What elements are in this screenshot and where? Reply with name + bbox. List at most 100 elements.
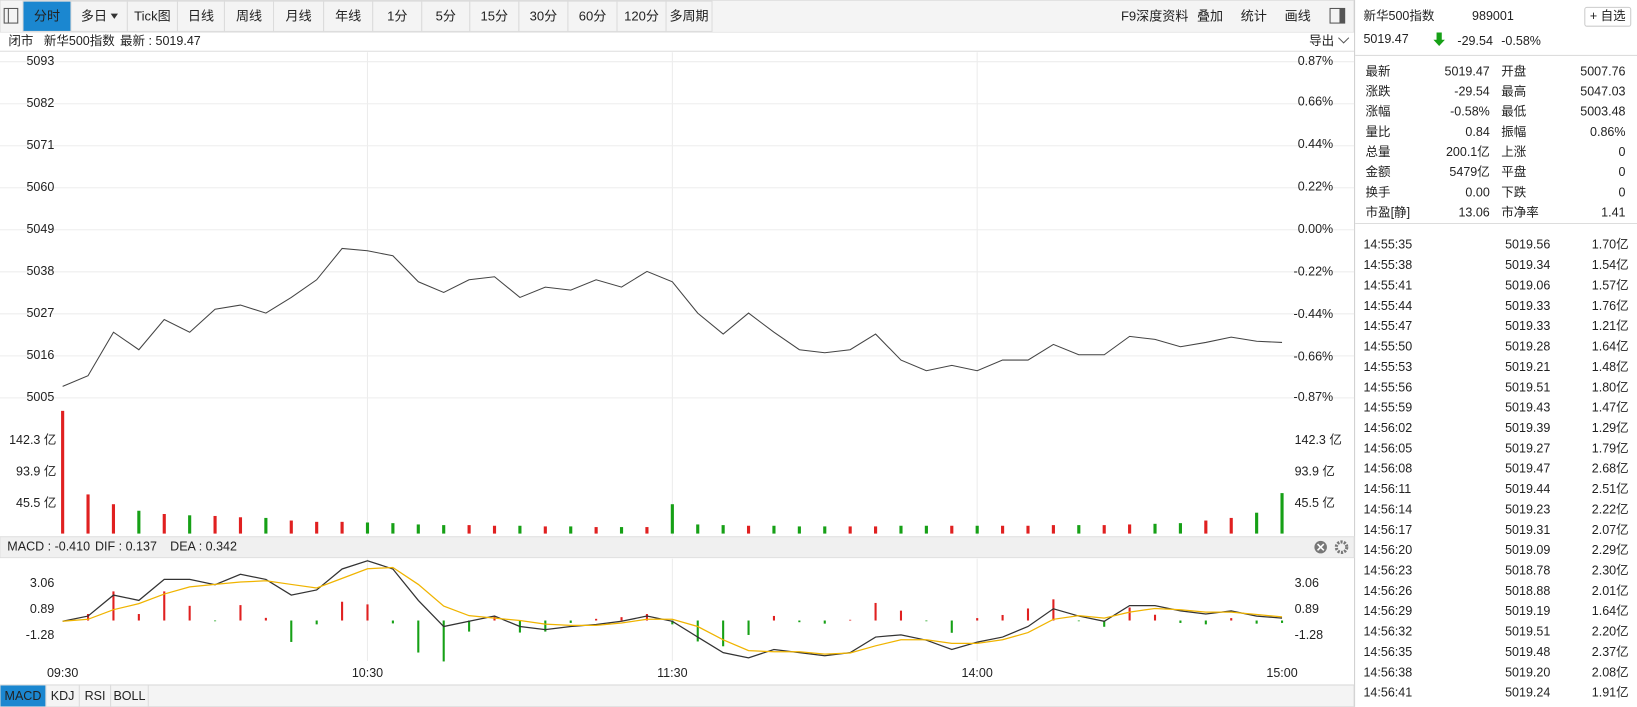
status-name: 新华500指数 bbox=[44, 33, 115, 48]
toolbar-tab-label: 30分 bbox=[530, 8, 558, 23]
toolbar-tab[interactable] bbox=[273, 0, 325, 32]
toolbar-tab-label: 多日 bbox=[81, 8, 107, 23]
toolbar-tab[interactable] bbox=[518, 0, 569, 32]
toolbar-tab[interactable] bbox=[126, 0, 179, 32]
macd-bar bbox=[772, 615, 775, 621]
volume-bar bbox=[315, 521, 319, 534]
tick-time: 14:55:35 bbox=[1363, 238, 1412, 252]
tick-time: 14:55:53 bbox=[1363, 360, 1412, 374]
volume-bar bbox=[162, 514, 166, 534]
volume-bar bbox=[1128, 524, 1132, 534]
y2-tick-label: 0.44% bbox=[1298, 137, 1334, 151]
tick-time: 14:56:38 bbox=[1363, 665, 1412, 679]
volume-bar bbox=[746, 525, 751, 534]
toolbar-tab[interactable] bbox=[22, 0, 72, 32]
quote-change-pct: -0.58% bbox=[1501, 34, 1541, 48]
y-tick-label: 142.3 亿 bbox=[9, 433, 56, 447]
quote-code: 989001 bbox=[1472, 9, 1514, 23]
y2-tick-label: -0.44% bbox=[1294, 307, 1334, 321]
volume-bar bbox=[238, 517, 243, 534]
toolbar-tool[interactable]: F9深度资料 bbox=[1121, 8, 1188, 23]
macd-bar bbox=[722, 620, 725, 647]
toolbar-tool[interactable]: 画线 bbox=[1285, 8, 1311, 23]
volume-bar bbox=[1051, 525, 1055, 534]
macd-bar bbox=[1103, 620, 1106, 627]
macd-bar bbox=[137, 614, 140, 621]
macd-bar bbox=[188, 605, 191, 621]
volume-bar bbox=[772, 525, 776, 534]
macd-bar bbox=[214, 620, 217, 622]
tick-amount: 1.91亿 bbox=[1592, 686, 1629, 700]
export-button[interactable]: 导出 bbox=[1309, 34, 1334, 48]
volume-bar bbox=[950, 525, 954, 534]
tick-price: 5019.28 bbox=[1505, 340, 1550, 354]
tick-time: 14:56:14 bbox=[1363, 502, 1412, 516]
quote-name: 新华500指数 bbox=[1363, 8, 1434, 23]
toolbar-tool[interactable]: 统计 bbox=[1241, 8, 1267, 23]
toolbar-tool[interactable]: 叠加 bbox=[1197, 8, 1223, 23]
macd-bar bbox=[569, 620, 572, 623]
sidebar-toggle[interactable] bbox=[3, 7, 19, 24]
volume-bar bbox=[289, 520, 293, 534]
macd-bar bbox=[87, 614, 90, 621]
tick-price: 5019.31 bbox=[1505, 523, 1550, 537]
macd-bar bbox=[595, 618, 598, 621]
settings-icon[interactable] bbox=[1334, 540, 1349, 554]
tick-amount: 2.68亿 bbox=[1592, 462, 1629, 476]
macd-bar bbox=[1026, 608, 1030, 621]
volume-bar bbox=[670, 504, 674, 534]
tick-price: 5019.33 bbox=[1505, 299, 1550, 313]
y-tick-label: 0.89 bbox=[30, 602, 54, 616]
toolbar-tab[interactable] bbox=[323, 0, 374, 32]
macd-bar bbox=[1204, 620, 1207, 625]
stat-label: 市净率 bbox=[1501, 204, 1539, 219]
y2-tick-label: 45.5 亿 bbox=[1295, 496, 1335, 510]
tick-time: 14:55:59 bbox=[1363, 401, 1412, 415]
macd-bar bbox=[1179, 620, 1182, 623]
macd-bar bbox=[1153, 614, 1157, 621]
tick-amount: 1.47亿 bbox=[1592, 401, 1629, 415]
tick-time: 14:56:08 bbox=[1363, 462, 1412, 476]
tick-time: 14:56:26 bbox=[1363, 584, 1412, 598]
toolbar-tab-label: 多周期 bbox=[669, 8, 708, 23]
tick-amount: 1.70亿 bbox=[1592, 238, 1629, 252]
tick-time: 14:56:35 bbox=[1363, 645, 1412, 659]
tick-amount: 2.01亿 bbox=[1592, 584, 1629, 598]
stat-label: 上涨 bbox=[1501, 145, 1527, 159]
stat-value: 0 bbox=[1619, 145, 1626, 159]
volume-bar bbox=[594, 527, 598, 534]
status-state: 闭市 bbox=[8, 33, 33, 48]
indicator-tab-label: MACD bbox=[5, 689, 42, 703]
toolbar-tab[interactable] bbox=[421, 0, 471, 32]
stat-value: 5479亿 bbox=[1449, 165, 1489, 179]
tick-amount: 2.20亿 bbox=[1592, 625, 1629, 639]
volume-bar bbox=[823, 526, 827, 534]
toolbar-tab-label: 5分 bbox=[436, 8, 456, 23]
macd-bar bbox=[798, 620, 801, 623]
stat-value: 1.41 bbox=[1601, 205, 1625, 219]
toolbar-tab[interactable] bbox=[616, 0, 667, 32]
volume-bar bbox=[696, 524, 700, 534]
volume-bar bbox=[899, 525, 903, 534]
stat-label: 最低 bbox=[1501, 105, 1527, 119]
toolbar-tab[interactable] bbox=[469, 0, 520, 32]
macd-bar bbox=[315, 620, 318, 625]
tick-amount: 1.21亿 bbox=[1592, 319, 1629, 333]
panel-toggle-bar bbox=[1339, 8, 1345, 24]
tick-time: 14:55:56 bbox=[1363, 380, 1412, 394]
volume-bar bbox=[924, 525, 928, 534]
tick-price: 5019.09 bbox=[1505, 543, 1550, 557]
tick-amount: 2.51亿 bbox=[1592, 482, 1629, 496]
macd-legend: DEA : 0.342 bbox=[170, 539, 237, 553]
toolbar-tab[interactable] bbox=[176, 0, 225, 32]
y2-tick-label: 0.87% bbox=[1298, 54, 1334, 68]
toolbar-tab[interactable] bbox=[223, 0, 275, 32]
watch-button[interactable] bbox=[1584, 6, 1632, 27]
stat-value: -0.58% bbox=[1450, 105, 1490, 119]
y-tick-label: 5071 bbox=[26, 138, 54, 152]
toolbar-tab[interactable] bbox=[665, 0, 713, 32]
macd-bar bbox=[950, 620, 953, 633]
toolbar-tab[interactable] bbox=[70, 0, 128, 32]
